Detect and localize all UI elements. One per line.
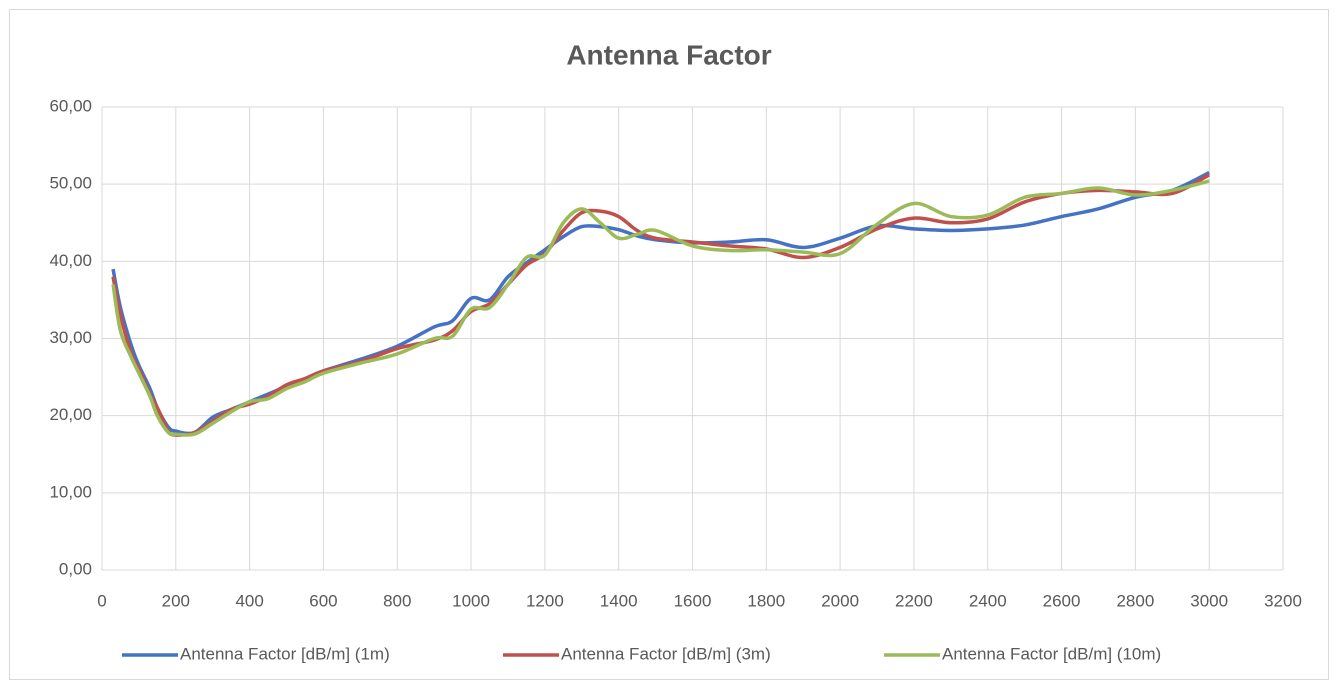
x-tick-label: 400 — [235, 591, 263, 610]
x-tick-label: 0 — [97, 591, 106, 610]
x-tick-label: 800 — [383, 591, 411, 610]
x-tick-label: 1200 — [526, 591, 564, 610]
legend-label: Antenna Factor [dB/m] (1m) — [180, 644, 390, 663]
chart-frame — [9, 9, 1329, 680]
y-tick-label: 30,00 — [49, 328, 92, 347]
x-tick-label: 1400 — [600, 591, 638, 610]
x-tick-label: 1800 — [747, 591, 785, 610]
x-tick-label: 2200 — [895, 591, 933, 610]
y-tick-label: 50,00 — [49, 174, 92, 193]
x-tick-label: 600 — [309, 591, 337, 610]
y-tick-label: 60,00 — [49, 96, 92, 115]
x-tick-label: 3200 — [1264, 591, 1302, 610]
y-tick-label: 10,00 — [49, 482, 92, 501]
x-tick-label: 3000 — [1190, 591, 1228, 610]
chart-title: Antenna Factor — [566, 39, 771, 70]
series-line — [111, 179, 1210, 437]
x-tick-label: 2600 — [1043, 591, 1081, 610]
x-tick-label: 200 — [162, 591, 190, 610]
y-tick-label: 40,00 — [49, 251, 92, 270]
legend-label: Antenna Factor [dB/m] (3m) — [561, 644, 771, 663]
x-tick-label: 1000 — [452, 591, 490, 610]
x-tick-label: 1600 — [674, 591, 712, 610]
x-tick-label: 2000 — [821, 591, 859, 610]
y-tick-label: 20,00 — [49, 405, 92, 424]
y-tick-label: 0,00 — [59, 559, 92, 578]
legend-label: Antenna Factor [dB/m] (10m) — [942, 644, 1161, 663]
x-tick-label: 2800 — [1116, 591, 1154, 610]
x-tick-label: 2400 — [969, 591, 1007, 610]
